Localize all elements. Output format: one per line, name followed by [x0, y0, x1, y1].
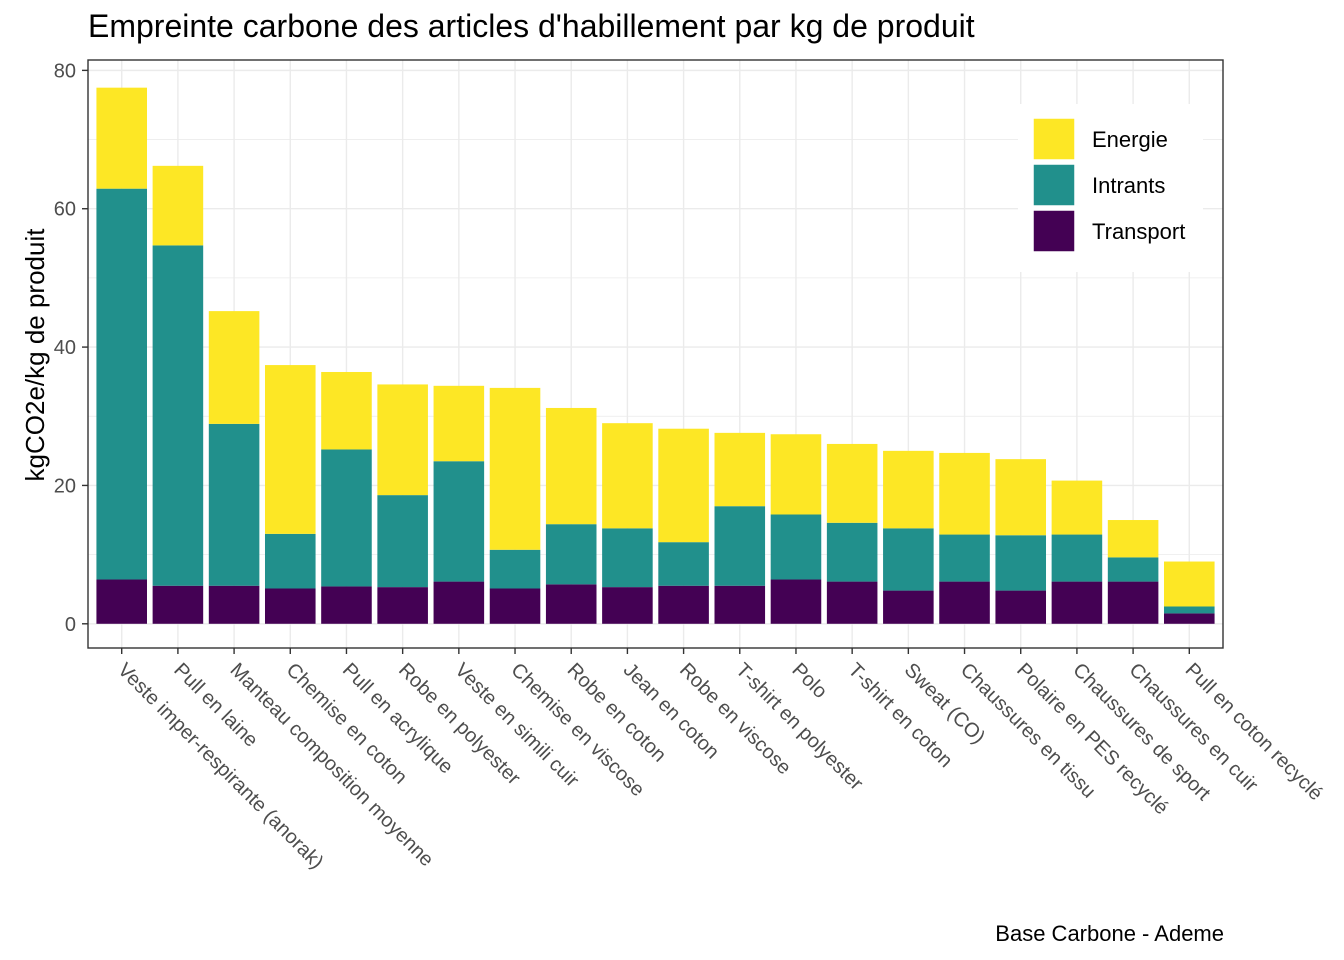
- bar-segment-transport: [826, 581, 878, 624]
- bar-segment-transport: [714, 585, 766, 624]
- bar-segment-energie: [489, 387, 541, 550]
- bar-segment-transport: [545, 584, 597, 624]
- bar-segment-energie: [1107, 520, 1159, 558]
- bar-segment-energie: [826, 443, 878, 523]
- bar-segment-transport: [1051, 581, 1103, 624]
- x-tick-label: Veste imper-respirante (anorak): [113, 659, 327, 873]
- y-tick-label: 20: [54, 475, 76, 497]
- x-tick-label: Polo: [787, 659, 831, 703]
- bar-segment-energie: [264, 365, 316, 534]
- bar-segment-transport: [995, 590, 1047, 624]
- chart-caption: Base Carbone - Ademe: [995, 921, 1224, 946]
- legend-label-energie: Energie: [1092, 127, 1168, 152]
- bar-segment-intrants: [545, 524, 597, 585]
- bars: [96, 87, 1215, 624]
- bar-segment-intrants: [658, 542, 709, 586]
- bar-segment-intrants: [96, 188, 147, 580]
- y-tick-label: 60: [54, 199, 76, 221]
- bar-segment-intrants: [602, 528, 653, 588]
- bar-segment-transport: [602, 587, 653, 624]
- plot-border: [87, 59, 1224, 649]
- legend-label-transport: Transport: [1092, 219, 1185, 244]
- bar-segment-transport: [96, 579, 147, 624]
- x-tick-label: Manteau composition moyenne: [226, 659, 438, 871]
- bar-segment-energie: [883, 450, 934, 529]
- bar-segment-intrants: [995, 535, 1047, 591]
- bar-segment-energie: [321, 371, 372, 450]
- bar-segment-energie: [1164, 561, 1215, 607]
- bar-segment-energie: [96, 87, 147, 189]
- bar-segment-intrants: [1107, 557, 1159, 582]
- bar-segment-energie: [433, 385, 485, 462]
- y-axis-title: kgCO2e/kg de produit: [20, 228, 50, 482]
- bar-segment-intrants: [939, 534, 990, 582]
- bar-segment-transport: [321, 586, 372, 624]
- bar-segment-transport: [208, 585, 260, 624]
- legend-label-intrants: Intrants: [1092, 173, 1165, 198]
- y-tick-label: 0: [65, 614, 76, 636]
- bar-segment-transport: [264, 588, 316, 624]
- legend-key-intrants: [1032, 163, 1076, 207]
- legend-key-energie: [1032, 117, 1076, 161]
- bar-segment-transport: [152, 585, 204, 624]
- bar-segment-transport: [770, 579, 822, 624]
- bar-segment-transport: [1164, 613, 1215, 624]
- bar-segment-intrants: [433, 461, 485, 582]
- bar-segment-energie: [152, 165, 204, 246]
- bar-segment-energie: [602, 423, 653, 529]
- bar-segment-energie: [377, 384, 428, 496]
- bar-segment-intrants: [1164, 606, 1215, 614]
- bar-segment-intrants: [152, 245, 204, 586]
- y-tick-label: 40: [54, 337, 76, 359]
- bar-segment-intrants: [883, 528, 934, 591]
- bar-segment-energie: [714, 432, 766, 507]
- bar-segment-energie: [1051, 480, 1103, 535]
- legend: Energie Intrants Transport: [1018, 104, 1203, 272]
- bar-segment-intrants: [770, 514, 822, 580]
- bar-segment-transport: [377, 587, 428, 624]
- x-tick-label: Robe en coton: [563, 659, 671, 767]
- bar-segment-energie: [770, 434, 822, 515]
- bar-segment-energie: [939, 452, 990, 535]
- bar-segment-transport: [489, 588, 541, 624]
- bar-segment-energie: [995, 459, 1047, 536]
- bar-segment-intrants: [714, 506, 766, 586]
- bar-segment-intrants: [826, 522, 878, 582]
- bar-segment-intrants: [208, 423, 260, 586]
- bar-segment-transport: [1107, 581, 1159, 624]
- bar-segment-intrants: [264, 533, 316, 589]
- bar-segment-intrants: [377, 495, 428, 588]
- bar-segment-energie: [545, 407, 597, 525]
- bar-segment-energie: [658, 428, 709, 543]
- bar-segment-intrants: [321, 449, 372, 587]
- bar-segment-transport: [433, 581, 485, 624]
- y-tick-label: 80: [54, 60, 76, 82]
- bar-segment-energie: [208, 311, 260, 424]
- x-tick-label: T-shirt en coton: [844, 659, 957, 772]
- legend-key-transport: [1032, 209, 1076, 253]
- chart-title: Empreinte carbone des articles d'habille…: [88, 8, 975, 44]
- bar-segment-intrants: [1051, 534, 1103, 582]
- bar-segment-intrants: [489, 549, 541, 589]
- bar-segment-transport: [658, 585, 709, 624]
- bar-segment-transport: [939, 581, 990, 624]
- bar-segment-transport: [883, 590, 934, 624]
